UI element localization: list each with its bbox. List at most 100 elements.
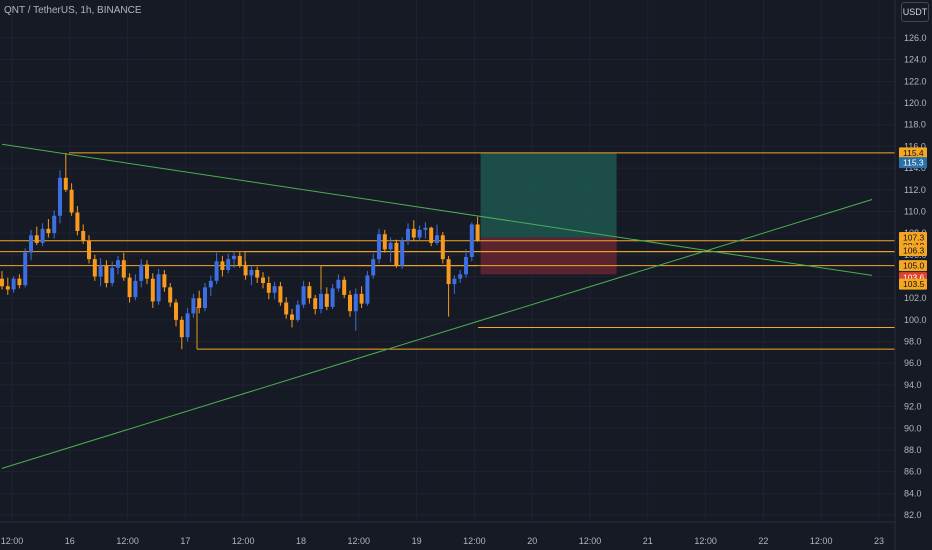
candle-body [214,261,219,281]
candle-body [116,260,120,268]
candle-body [191,298,196,314]
price-axis[interactable]: 126.0124.0122.0120.0118.0116.0114.0112.0… [904,33,927,520]
candle [243,261,248,280]
y-tick-label: 122.0 [904,76,927,86]
y-tick-label: 110.0 [904,206,926,216]
candle [371,253,376,279]
x-tick-label: 18 [296,536,306,546]
candle [261,272,265,289]
candle-body [63,177,68,190]
candle [452,275,457,294]
candle-body [52,215,57,234]
y-tick-label: 94.0 [904,380,922,390]
currency-button[interactable]: USDT [901,2,929,22]
y-tick-label: 124.0 [904,55,927,65]
y-tick-label: 116.0 [904,141,926,151]
candle-body [11,278,16,290]
candle-body [237,255,242,266]
candle [388,237,393,263]
price-tag-level: 105.0 [899,260,927,272]
candle-body [440,235,445,260]
price-tag-box [899,278,927,290]
candle-body [400,240,405,266]
position-zones [480,152,617,275]
time-axis[interactable]: 12:00 16 12:00 17 12:00 18 12:00 19 12:00 20 12:00… [1,536,884,546]
candle-body [127,277,132,298]
candle-body [278,286,283,303]
candle [150,273,155,308]
y-tick-label: 112.0 [904,185,926,195]
candle [359,286,364,308]
candle-body [348,294,352,312]
candle-body [435,235,439,243]
candle [11,276,16,293]
candle [406,223,410,246]
candle-body [290,314,294,320]
price-tag-target: 115.3 [899,157,927,169]
candle [348,290,352,317]
candle [290,309,294,328]
x-tick-label: 12:00 [232,536,255,546]
candle-body [464,256,468,275]
trendline [1,143,873,276]
candle-body [249,269,254,276]
candle [40,223,45,247]
candle [330,284,335,310]
candle-body [133,280,138,298]
price-tag-level: 115.4 [899,147,927,159]
y-tick-label: 92.0 [904,402,922,412]
y-tick-label: 120.0 [904,98,927,108]
candle-body [382,234,387,250]
candle-body [168,287,173,303]
candle-body [313,298,318,310]
candle [417,225,422,241]
candle [63,152,68,192]
symbol-title[interactable]: QNT / TetherUS, 1h, BINANCE [4,5,142,16]
candle-body [429,227,434,243]
candle [475,216,480,242]
candle [272,281,277,300]
candle-body [197,298,202,308]
candle [52,210,57,239]
candle-body [208,280,213,288]
candle [365,271,370,306]
price-tag-label: 103.6 [903,273,925,283]
candle-body [411,228,416,238]
candle [69,183,74,216]
candle [400,237,405,269]
candle-body [220,261,225,270]
y-tick-label: 102.0 [904,293,927,303]
candle [377,228,381,264]
candle-body [145,264,149,279]
x-tick-label: 20 [527,536,537,546]
candle [197,290,202,314]
candle-body [365,275,370,304]
candle-body [226,259,231,270]
candle-body [406,228,410,241]
candle-body [232,255,236,260]
candle-body [336,279,341,289]
candle [203,283,207,312]
trendline [1,199,873,469]
target-zone [480,152,617,238]
candle-body [319,293,323,310]
candle [0,271,4,290]
candle [29,229,33,261]
candle [179,316,184,350]
candle [214,252,219,285]
y-tick-label: 86.0 [904,467,922,477]
y-tick-label: 82.0 [904,510,922,520]
candle-body [17,278,22,286]
candle-body [156,274,161,302]
candle [411,220,416,241]
candle-body [330,288,335,307]
candle [58,170,62,224]
candle-body [452,278,457,285]
candle [46,219,51,238]
candle [34,226,39,246]
candle [232,251,236,268]
candle [394,239,399,268]
candle [17,274,22,289]
